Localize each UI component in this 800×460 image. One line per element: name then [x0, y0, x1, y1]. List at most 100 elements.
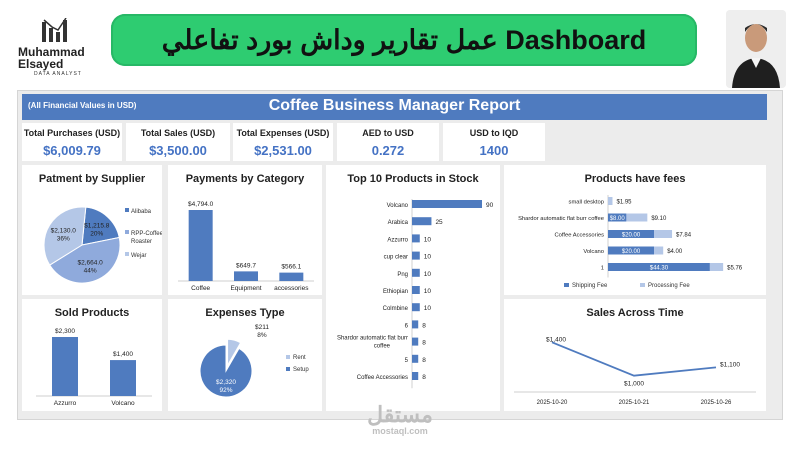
- bar: [412, 200, 482, 208]
- bar-processing-fee: [654, 246, 664, 255]
- kpi-total-sales: Total Sales (USD) $3,500.00: [126, 123, 230, 161]
- bar-value-label: 8: [422, 322, 426, 329]
- fees-stacked-bar-chart: $1.95 small desktop $8.00 $9.10 Shardor auto…: [518, 195, 743, 289]
- y-tick-label: Coffee Accessories: [554, 233, 604, 239]
- bar: [412, 354, 419, 363]
- bar-value-label: 10: [424, 271, 432, 278]
- bar-processing-fee: [608, 197, 613, 205]
- bar: [412, 268, 420, 277]
- kpi-value: $6,009.79: [43, 143, 101, 158]
- panel-sales-across-time: Sales Across Time $1,400 2025-10-20 $1,000…: [504, 299, 766, 411]
- sold-bar-chart: $2,300 Azzurro $1,400 Volcano: [36, 328, 152, 407]
- x-tick-label: Coffee: [191, 285, 210, 292]
- pie-slice: [199, 344, 253, 398]
- bar-value-label: $8.00: [610, 216, 626, 222]
- pie-value-label: $2,130.0: [51, 227, 77, 234]
- kpi-aed-to-usd: AED to USD 0.272: [337, 123, 439, 161]
- x-tick-label: Azzurro: [54, 400, 77, 407]
- watermark: مستقل mostaql.com: [340, 402, 460, 436]
- bar-value-label: $4,794.0: [188, 201, 214, 208]
- panel-sold-products: Sold Products $2,300 Azzurro $1,400 Volcano: [22, 299, 162, 411]
- bar: [188, 210, 213, 281]
- bar: [412, 251, 420, 260]
- bar-processing-fee: [626, 213, 648, 222]
- bar-value-label: 8: [422, 374, 426, 381]
- headline-banner: عمل تقارير وداش بورد تفاعلي Dashboard: [111, 14, 697, 66]
- legend-swatch: [286, 355, 290, 359]
- bar-value-label: $4.00: [667, 249, 683, 255]
- pie-pct-label: 44%: [84, 267, 97, 274]
- bar-processing-fee: [709, 263, 724, 271]
- panel-title: Patment by Supplier: [38, 173, 146, 185]
- author-photo: [726, 10, 786, 88]
- kpi-label: Total Expenses (USD): [236, 128, 330, 138]
- panel-expenses-type: Expenses Type $211 8% $2,320 92% Rent Setup: [168, 299, 322, 411]
- y-tick-label: Volcano: [387, 203, 409, 209]
- supplier-pie-chart: $1,215.820% $2,664.044% $2,130.036% Alibaba…: [43, 206, 162, 284]
- bar-value-label: $2,300: [55, 328, 75, 335]
- pie-value-label: $211: [255, 324, 269, 331]
- bar-value-label: 8: [422, 357, 426, 364]
- bar-processing-fee: [654, 230, 673, 238]
- bar-chart-logo-icon: [42, 18, 67, 42]
- pie-pct-label: 20%: [90, 231, 103, 238]
- panel-products-fees: Products have fees $1.95 small desktop $8.…: [504, 165, 766, 295]
- report-title: Coffee Business Manager Report: [268, 97, 521, 114]
- bar: [52, 337, 78, 396]
- panel-title: Expenses Type: [205, 307, 285, 319]
- bar-value-label: $9.10: [651, 216, 667, 222]
- pie-slice: [49, 236, 121, 284]
- y-tick-label: Arabica: [388, 220, 409, 226]
- legend-label: Roaster: [131, 239, 152, 245]
- x-tick-label: 2025-10-20: [537, 400, 568, 406]
- legend-label: Processing Fee: [648, 283, 690, 289]
- panel-payment-by-supplier: Patment by Supplier $1,215.8 20% $2,664.0 4…: [22, 165, 162, 295]
- bar-value-label: $566.1: [281, 264, 301, 271]
- brand-name: Muhammad Elsayed: [18, 46, 85, 70]
- x-tick-label: 2025-10-26: [701, 400, 732, 406]
- legend-label: Alibaba: [131, 209, 152, 215]
- y-tick-label: Png: [397, 272, 408, 278]
- series-line: [551, 341, 717, 377]
- bar-value-label: $1.95: [616, 200, 632, 206]
- legend-label: Shipping Fee: [572, 283, 608, 289]
- kpi-value: $2,531.00: [254, 143, 312, 158]
- kpi-usd-to-iqd: USD to IQD 1400: [443, 123, 545, 161]
- bar-value-label: $20.00: [622, 249, 641, 255]
- watermark-domain: mostaql.com: [372, 426, 428, 436]
- brand-tagline: DATA ANALYST: [34, 71, 82, 77]
- x-tick-label: Equipment: [230, 285, 261, 292]
- bar-value-label: $1,400: [113, 351, 133, 358]
- point-value-label: $1,000: [624, 381, 644, 388]
- kpi-total-purchases: Total Purchases (USD) $6,009.79: [22, 123, 122, 161]
- panel-title: Sold Products: [54, 307, 130, 319]
- legend-label: Setup: [293, 367, 309, 373]
- top10-bar-chart: 90 Volcano 25 Arabica 10 Azzurro 10 cup clear 10…: [337, 199, 494, 389]
- panel-title: Top 10 Products in Stock: [347, 173, 479, 185]
- y-tick-label: 5: [405, 358, 409, 364]
- kpi-value: 0.272: [371, 143, 405, 158]
- kpi-label: Total Purchases (USD): [23, 128, 121, 138]
- panel-top10-products: Top 10 Products in Stock 90 Volcano 25 Arab…: [326, 165, 500, 411]
- bar-value-label: $20.00: [622, 233, 641, 239]
- x-tick-label: accessories: [274, 285, 309, 292]
- bar-shipping-fee: [608, 213, 627, 222]
- bar-value-label: $44.30: [650, 266, 669, 272]
- pie-value-label: $2,664.0: [77, 259, 103, 266]
- kpi-value: $3,500.00: [149, 143, 207, 158]
- x-tick-label: 2025-10-21: [619, 400, 650, 406]
- legend-swatch: [125, 230, 129, 234]
- category-bar-chart: $4,794.0 Coffee $649.7 Equipment $566.1 acces…: [178, 201, 314, 292]
- panel-title: Products have fees: [584, 173, 686, 185]
- legend-swatch: [640, 283, 645, 287]
- y-tick-label: 6: [405, 323, 409, 329]
- legend-swatch: [125, 252, 129, 256]
- y-tick-label: Azzurro: [387, 237, 408, 243]
- bar-value-label: 25: [435, 219, 443, 226]
- y-tick-label: 1: [601, 266, 604, 272]
- bar-shipping-fee: [608, 246, 654, 255]
- legend-label: Wejar: [131, 253, 147, 259]
- pie-pct-label: 92%: [219, 387, 232, 394]
- panel-title: Sales Across Time: [586, 307, 684, 319]
